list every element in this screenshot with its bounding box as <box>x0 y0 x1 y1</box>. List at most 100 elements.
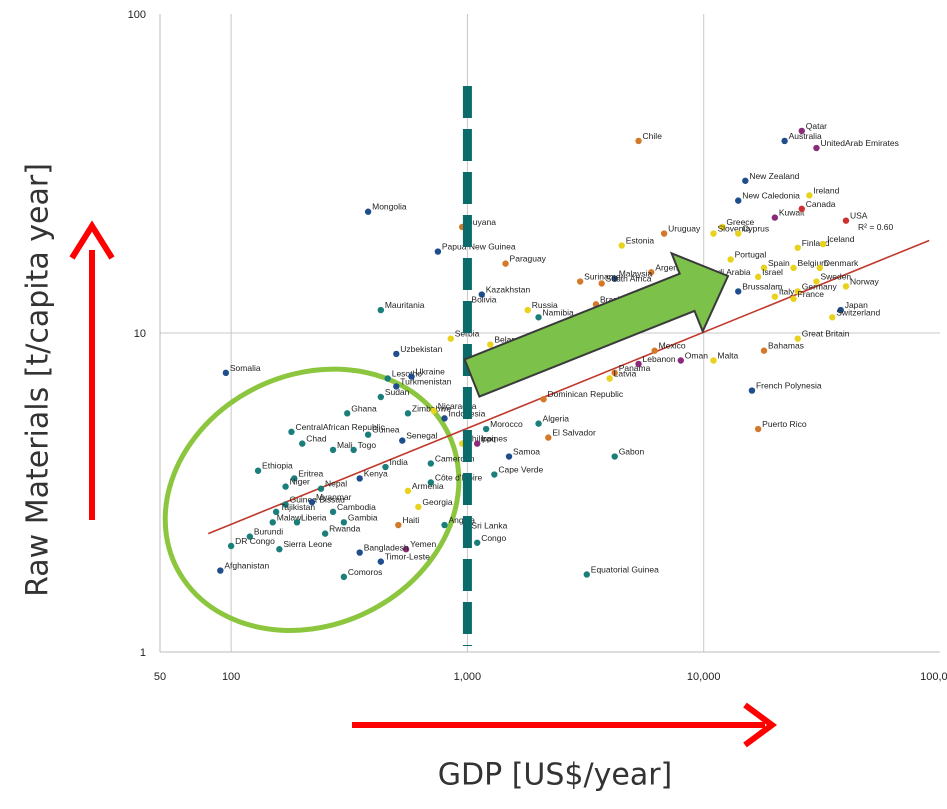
data-point-label: Bangladesh <box>364 543 409 553</box>
data-point-label: Yemen <box>410 539 436 549</box>
data-point-label: Tajikistan <box>280 502 315 512</box>
data-point-label: Ireland <box>813 185 839 195</box>
data-point <box>819 240 827 248</box>
data-point-label: Paraguay <box>510 254 547 264</box>
data-point <box>340 519 348 526</box>
data-point <box>382 463 389 471</box>
data-point-label: Mongolia <box>372 202 407 212</box>
data-point-label: Great Britain <box>802 329 850 339</box>
data-point <box>402 546 410 553</box>
data-point <box>329 508 337 516</box>
data-point-label: Comoros <box>348 567 382 577</box>
data-point <box>651 347 658 354</box>
data-point <box>735 288 742 295</box>
data-point <box>246 533 254 540</box>
data-point <box>222 369 230 377</box>
data-point-label: Denmark <box>824 258 859 268</box>
data-point <box>719 223 726 231</box>
data-point <box>299 440 306 447</box>
data-point <box>447 335 454 342</box>
data-point-label: Nicaragua <box>438 401 477 411</box>
data-point-label: New Zealand <box>749 171 799 181</box>
data-point-label: Equatorial Guinea <box>591 564 659 574</box>
data-point-label: Estonia <box>626 236 655 246</box>
data-point-label: Turkmenistan <box>400 376 451 386</box>
data-point-label: Kuwait <box>779 208 805 218</box>
data-point <box>794 335 801 342</box>
data-point-label: Bolivia <box>471 294 496 304</box>
data-point <box>771 293 779 300</box>
data-point-label: Chile <box>643 131 663 141</box>
data-point <box>474 440 481 447</box>
data-point-label: Afghanistan <box>224 561 269 571</box>
data-point <box>829 314 836 321</box>
data-point-label: French Polynesia <box>756 381 822 391</box>
data-point-label: Liberia <box>301 512 327 522</box>
data-point <box>377 558 385 565</box>
data-point <box>321 530 329 537</box>
data-point <box>395 521 402 529</box>
data-point-label: Switzerland <box>836 307 880 317</box>
data-point-label: Israel <box>762 267 783 277</box>
x-tick-label: 100 <box>222 671 240 683</box>
data-point-label: New Caledonia <box>742 191 800 201</box>
axis-arrows <box>69 220 778 748</box>
data-point-label: Armenia <box>412 481 444 491</box>
data-point <box>441 521 448 529</box>
data-point <box>760 347 768 354</box>
x-tick-label: 1,000 <box>454 671 482 683</box>
data-point-label: Ethiopia <box>262 461 293 471</box>
data-point <box>364 431 372 438</box>
x-tick-label: 10,000 <box>687 671 721 683</box>
data-point <box>635 137 642 145</box>
data-point-label: Japan <box>845 300 868 310</box>
data-point <box>816 264 824 272</box>
data-point-label: Sri Lanka <box>471 521 507 531</box>
data-point-label: Sudan <box>385 387 410 397</box>
data-point <box>535 314 542 321</box>
data-point <box>317 485 325 492</box>
data-point <box>790 264 797 272</box>
data-point <box>760 264 768 272</box>
data-point <box>727 256 734 263</box>
data-point-label: Algeria <box>543 414 570 424</box>
data-point <box>491 471 498 478</box>
data-point-label: Haiti <box>402 515 419 525</box>
data-point <box>344 410 351 417</box>
data-point-label: Serbia <box>455 329 480 339</box>
data-point-label: Rwanda <box>329 524 360 534</box>
data-point <box>408 373 415 380</box>
data-point <box>798 205 805 213</box>
data-point <box>524 306 531 314</box>
data-point <box>660 230 668 237</box>
development-arrow-shape <box>463 251 730 398</box>
data-point <box>790 295 797 302</box>
data-point <box>540 396 547 403</box>
data-point <box>611 275 618 282</box>
data-point-label: Senegal <box>406 431 437 441</box>
data-point <box>282 501 289 508</box>
data-point <box>288 428 295 436</box>
data-point <box>399 437 406 444</box>
plot-frame <box>159 14 940 653</box>
data-point-label: Cape Verde <box>498 465 543 475</box>
data-point <box>291 475 298 482</box>
data-point <box>754 273 762 281</box>
data-point-label: Australia <box>789 131 822 141</box>
data-point <box>340 573 348 581</box>
data-point <box>269 519 276 526</box>
data-point-label: CentralAfrican Republic <box>295 422 385 432</box>
data-point-label: Niger <box>290 477 310 487</box>
x-tick-label: 50 <box>154 671 166 683</box>
data-point-label: Brussalam <box>742 281 782 291</box>
data-point-label: Nepal <box>325 479 347 489</box>
data-point <box>545 434 552 441</box>
data-point-label: Canada <box>806 199 836 209</box>
data-point-label: Togo <box>358 440 377 450</box>
x-axis-label: GDP [US$/year] <box>437 757 673 793</box>
data-point-label: Qatar <box>806 121 827 131</box>
data-point-label: DR Congo <box>235 536 275 546</box>
x-tick-label: 100,000 <box>920 671 947 683</box>
data-point-label: India <box>389 457 408 467</box>
